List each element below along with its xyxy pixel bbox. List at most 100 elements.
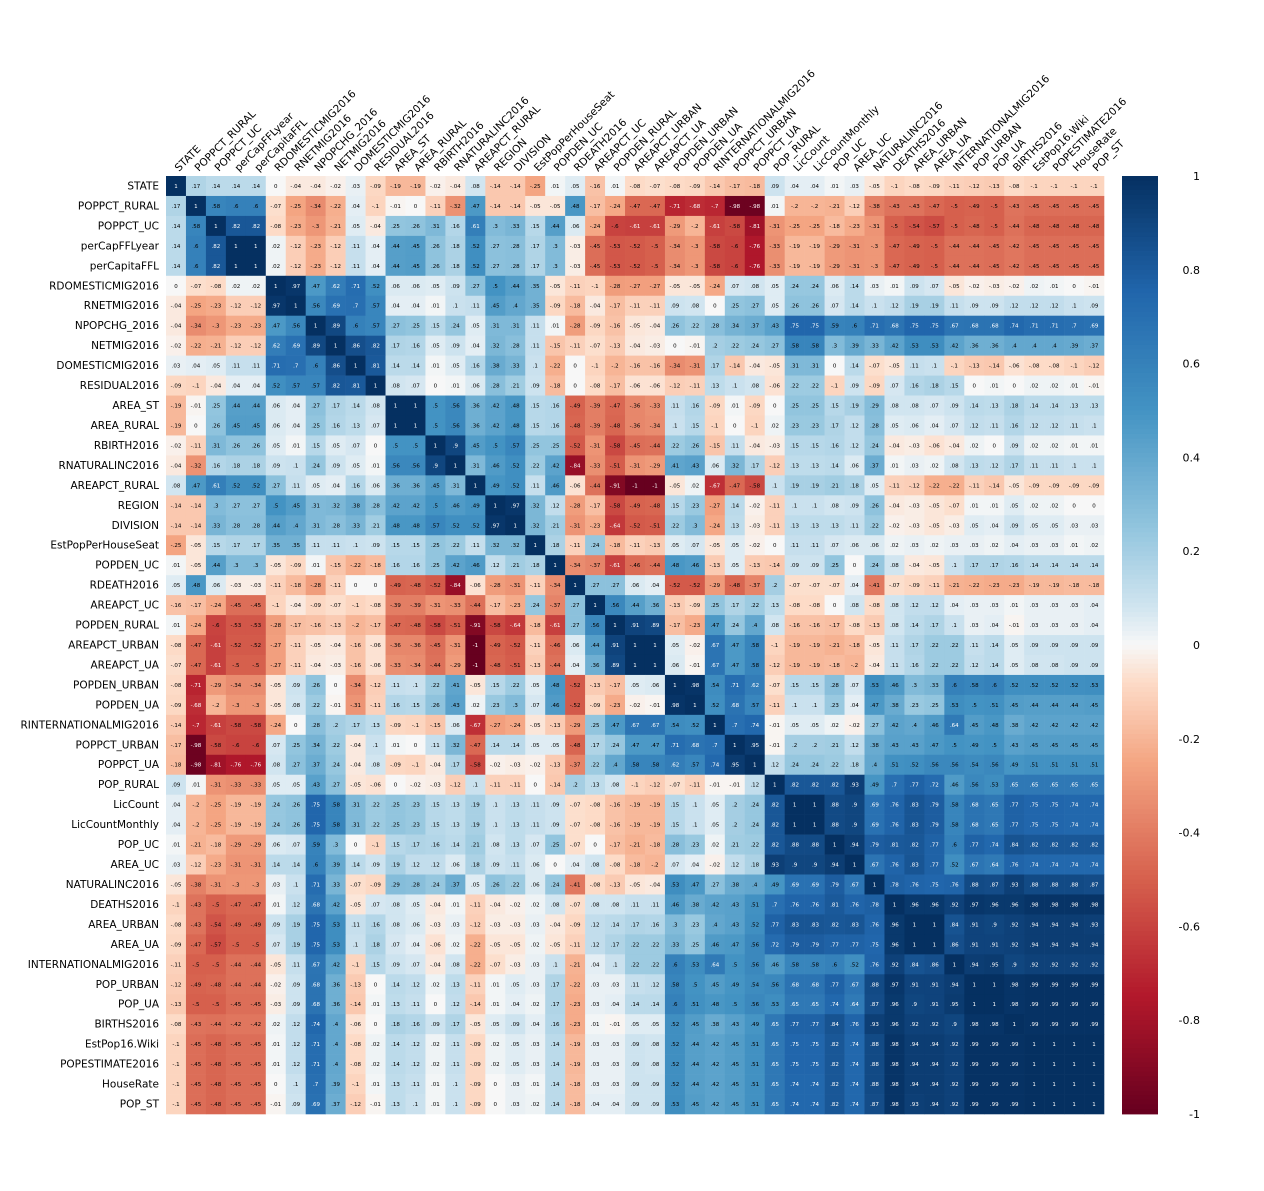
cell-value-label: .64: [990, 863, 999, 869]
cell-value-label: .05: [1030, 523, 1039, 529]
cell-value-label: .86: [950, 942, 959, 948]
cell-value-label: .4: [513, 304, 519, 310]
row-label: AREAPCT_UA: [91, 659, 160, 671]
cell-value-label: .15: [391, 843, 400, 849]
colorbar-segment: [1122, 851, 1158, 857]
colorbar-segment: [1122, 626, 1158, 632]
cell-value-label: .16: [451, 224, 460, 230]
heatmap-cell: [944, 176, 965, 197]
cell-value-label: -.31: [630, 463, 641, 469]
cell-value-label: -.22: [330, 204, 341, 210]
colorbar-segment: [1122, 668, 1158, 674]
cell-value-label: -.11: [769, 503, 780, 509]
colorbar-segment: [1122, 218, 1158, 224]
cell-value-label: -.5: [252, 663, 260, 669]
cell-value-label: -.54: [211, 922, 222, 928]
cell-value-label: .14: [251, 184, 260, 190]
colorbar-segment: [1122, 1038, 1158, 1045]
cell-value-label: -.71: [670, 204, 681, 210]
cell-value-label: -.45: [250, 1102, 261, 1108]
cell-value-label: .49: [1010, 763, 1019, 769]
heatmap-cell: [245, 195, 267, 217]
cell-value-label: -.48: [729, 583, 740, 589]
colorbar-segment: [1122, 663, 1158, 669]
heatmap-cell: [804, 235, 825, 257]
cell-value-label: -.44: [550, 663, 561, 669]
colorbar-segment: [1122, 293, 1158, 299]
cell-value-label: .11: [651, 902, 660, 908]
cell-value-label: -.28: [490, 583, 501, 589]
cell-value-label: -.22: [969, 583, 980, 589]
cell-value-label: .48: [551, 683, 560, 689]
cell-value-label: -.33: [250, 783, 261, 789]
cell-value-label: .04: [591, 962, 600, 968]
cell-value-label: .82: [790, 783, 799, 789]
cell-value-label: .23: [690, 503, 699, 509]
heatmap-cell: [465, 235, 486, 257]
heatmap-cell: [245, 176, 267, 197]
colorbar-segment: [1122, 1010, 1158, 1016]
cell-value-label: .27: [491, 244, 500, 250]
cell-value-label: -.11: [690, 384, 701, 390]
cell-value-label: 1: [953, 962, 957, 968]
row-label: POPPCT_RURAL: [78, 200, 159, 212]
cell-value-label: 1: [494, 503, 498, 509]
cell-value-label: .16: [371, 922, 380, 928]
cell-value-label: .56: [311, 304, 320, 310]
cell-value-label: .1: [473, 783, 478, 789]
cell-value-label: -.02: [510, 902, 521, 908]
cell-value-label: .33: [351, 523, 360, 529]
colorbar-segment: [1122, 640, 1158, 646]
cell-value-label: .04: [471, 344, 480, 350]
cell-value-label: .19: [850, 404, 859, 410]
cell-value-label: .01: [990, 384, 999, 390]
cell-value-label: .98: [671, 703, 680, 709]
cell-value-label: .07: [730, 284, 739, 290]
cell-value-label: .5: [433, 423, 439, 429]
cell-value-label: .2: [333, 723, 338, 729]
cell-value-label: 0: [374, 1022, 378, 1028]
cell-value-label: -.52: [230, 643, 241, 649]
cell-value-label: .47: [730, 942, 739, 948]
colorbar-segment: [1122, 1109, 1158, 1115]
cell-value-label: .69: [291, 344, 300, 350]
cell-value-label: .67: [970, 863, 979, 869]
cell-value-label: -.19: [250, 823, 261, 829]
cell-value-label: -.21: [829, 204, 840, 210]
heatmap-cell: [385, 215, 406, 237]
cell-value-label: .12: [491, 563, 500, 569]
cell-value-label: -.18: [610, 543, 621, 549]
cell-value-label: -.48: [410, 583, 421, 589]
cell-value-label: -.07: [330, 603, 341, 609]
cell-value-label: -.19: [1029, 583, 1040, 589]
cell-value-label: .05: [710, 803, 719, 809]
cell-value-label: .28: [671, 843, 680, 849]
cell-value-label: .54: [671, 723, 680, 729]
cell-value-label: .82: [770, 843, 779, 849]
cell-value-label: .1: [732, 384, 737, 390]
cell-value-label: -.48: [650, 503, 661, 509]
cell-value-label: .25: [391, 224, 400, 230]
cell-value-label: .1: [792, 703, 797, 709]
cell-value-label: 1: [813, 823, 817, 829]
heatmap-cell: [285, 195, 307, 217]
cell-value-label: -.02: [270, 982, 281, 988]
cell-value-label: .16: [910, 663, 919, 669]
cell-value-label: .09: [810, 563, 819, 569]
row-label: perCapFFLyear: [81, 240, 160, 252]
cell-value-label: .99: [990, 1082, 999, 1088]
cell-value-label: -.07: [570, 902, 581, 908]
cell-value-label: .65: [990, 823, 999, 829]
cell-value-label: .57: [750, 703, 759, 709]
cell-value-label: .02: [770, 423, 779, 429]
cell-value-label: .25: [391, 823, 400, 829]
cell-value-label: .09: [491, 863, 500, 869]
cell-value-label: -.04: [330, 643, 341, 649]
cell-value-label: -.02: [889, 523, 900, 529]
cell-value-label: .21: [730, 843, 739, 849]
cell-value-label: 1: [1072, 1062, 1076, 1068]
cell-value-label: -.13: [650, 543, 661, 549]
cell-value-label: 1: [314, 324, 318, 330]
cell-value-label: -.19: [171, 423, 182, 429]
cell-value-label: -.49: [909, 264, 920, 270]
